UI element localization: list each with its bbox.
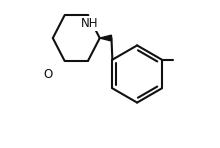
Text: NH: NH (81, 17, 98, 30)
Polygon shape (100, 35, 112, 41)
Text: O: O (43, 67, 52, 81)
